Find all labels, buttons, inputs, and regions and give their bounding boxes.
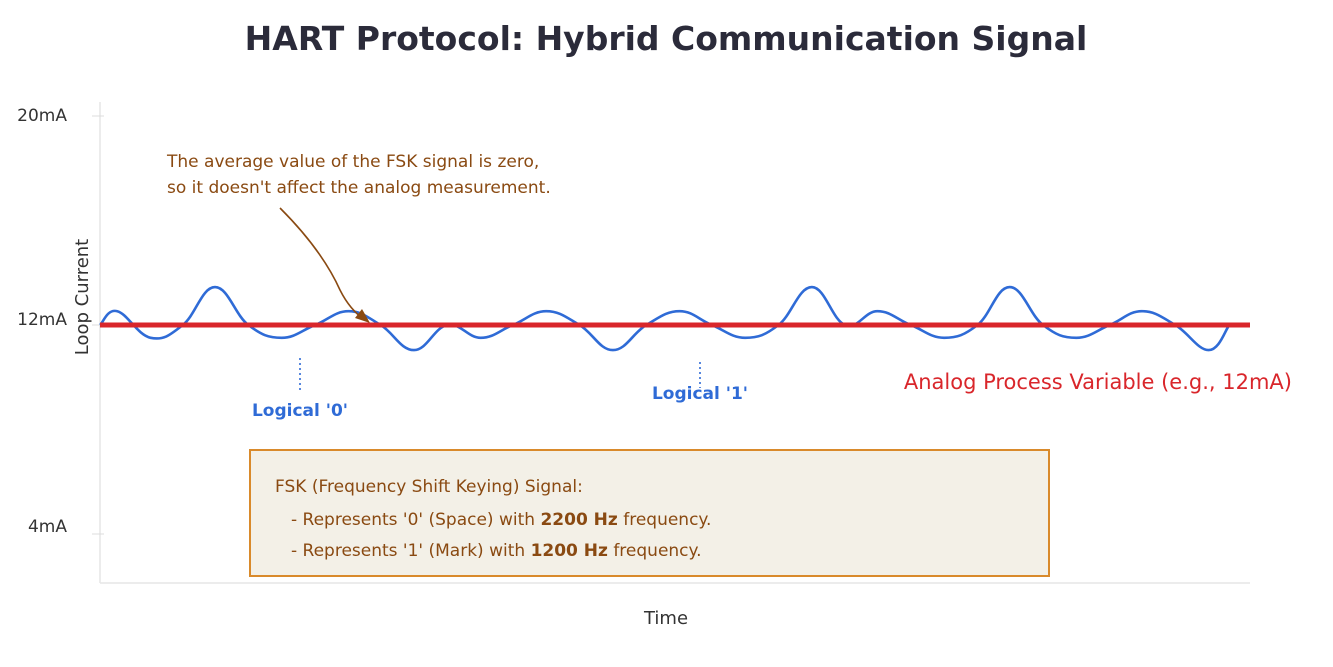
y-tick-label-12ma: 12mA [17, 310, 67, 330]
y-tick-label-20ma: 20mA [17, 106, 67, 126]
y-ticks: 20mA 12mA 4mA [17, 106, 104, 537]
fsk-info-heading: FSK (Frequency Shift Keying) Signal: [275, 477, 583, 497]
fsk-info-line-1-prefix: - Represents '0' (Space) with [291, 510, 540, 530]
fsk-info-line-1: - Represents '0' (Space) with 2200 Hz fr… [291, 510, 711, 530]
annotation-arrowhead [355, 309, 370, 323]
fsk-info-line-2-bold: 1200 Hz [531, 541, 608, 561]
analog-label: Analog Process Variable (e.g., 12mA) [904, 370, 1292, 394]
fsk-info-line-2: - Represents '1' (Mark) with 1200 Hz fre… [291, 541, 702, 561]
annotation-arrow [279, 207, 366, 321]
annotation-line-2: so it doesn't affect the analog measurem… [167, 178, 551, 198]
y-axis-title: Loop Current [72, 239, 93, 356]
fsk-info-line-2-suffix: frequency. [608, 541, 702, 561]
x-axis-title: Time [643, 608, 688, 629]
logical-one-label: Logical '1' [652, 384, 748, 404]
annotation-line-1: The average value of the FSK signal is z… [166, 152, 539, 172]
fsk-info-line-1-suffix: frequency. [618, 510, 712, 530]
fsk-info-line-2-prefix: - Represents '1' (Mark) with [291, 541, 531, 561]
fsk-info-box [249, 449, 1050, 577]
chart-title: HART Protocol: Hybrid Communication Sign… [245, 19, 1088, 58]
fsk-signal-line [99, 285, 1231, 352]
fsk-info-line-1-bold: 2200 Hz [540, 510, 617, 530]
logical-zero-label: Logical '0' [252, 401, 348, 421]
y-tick-label-4ma: 4mA [28, 517, 67, 537]
